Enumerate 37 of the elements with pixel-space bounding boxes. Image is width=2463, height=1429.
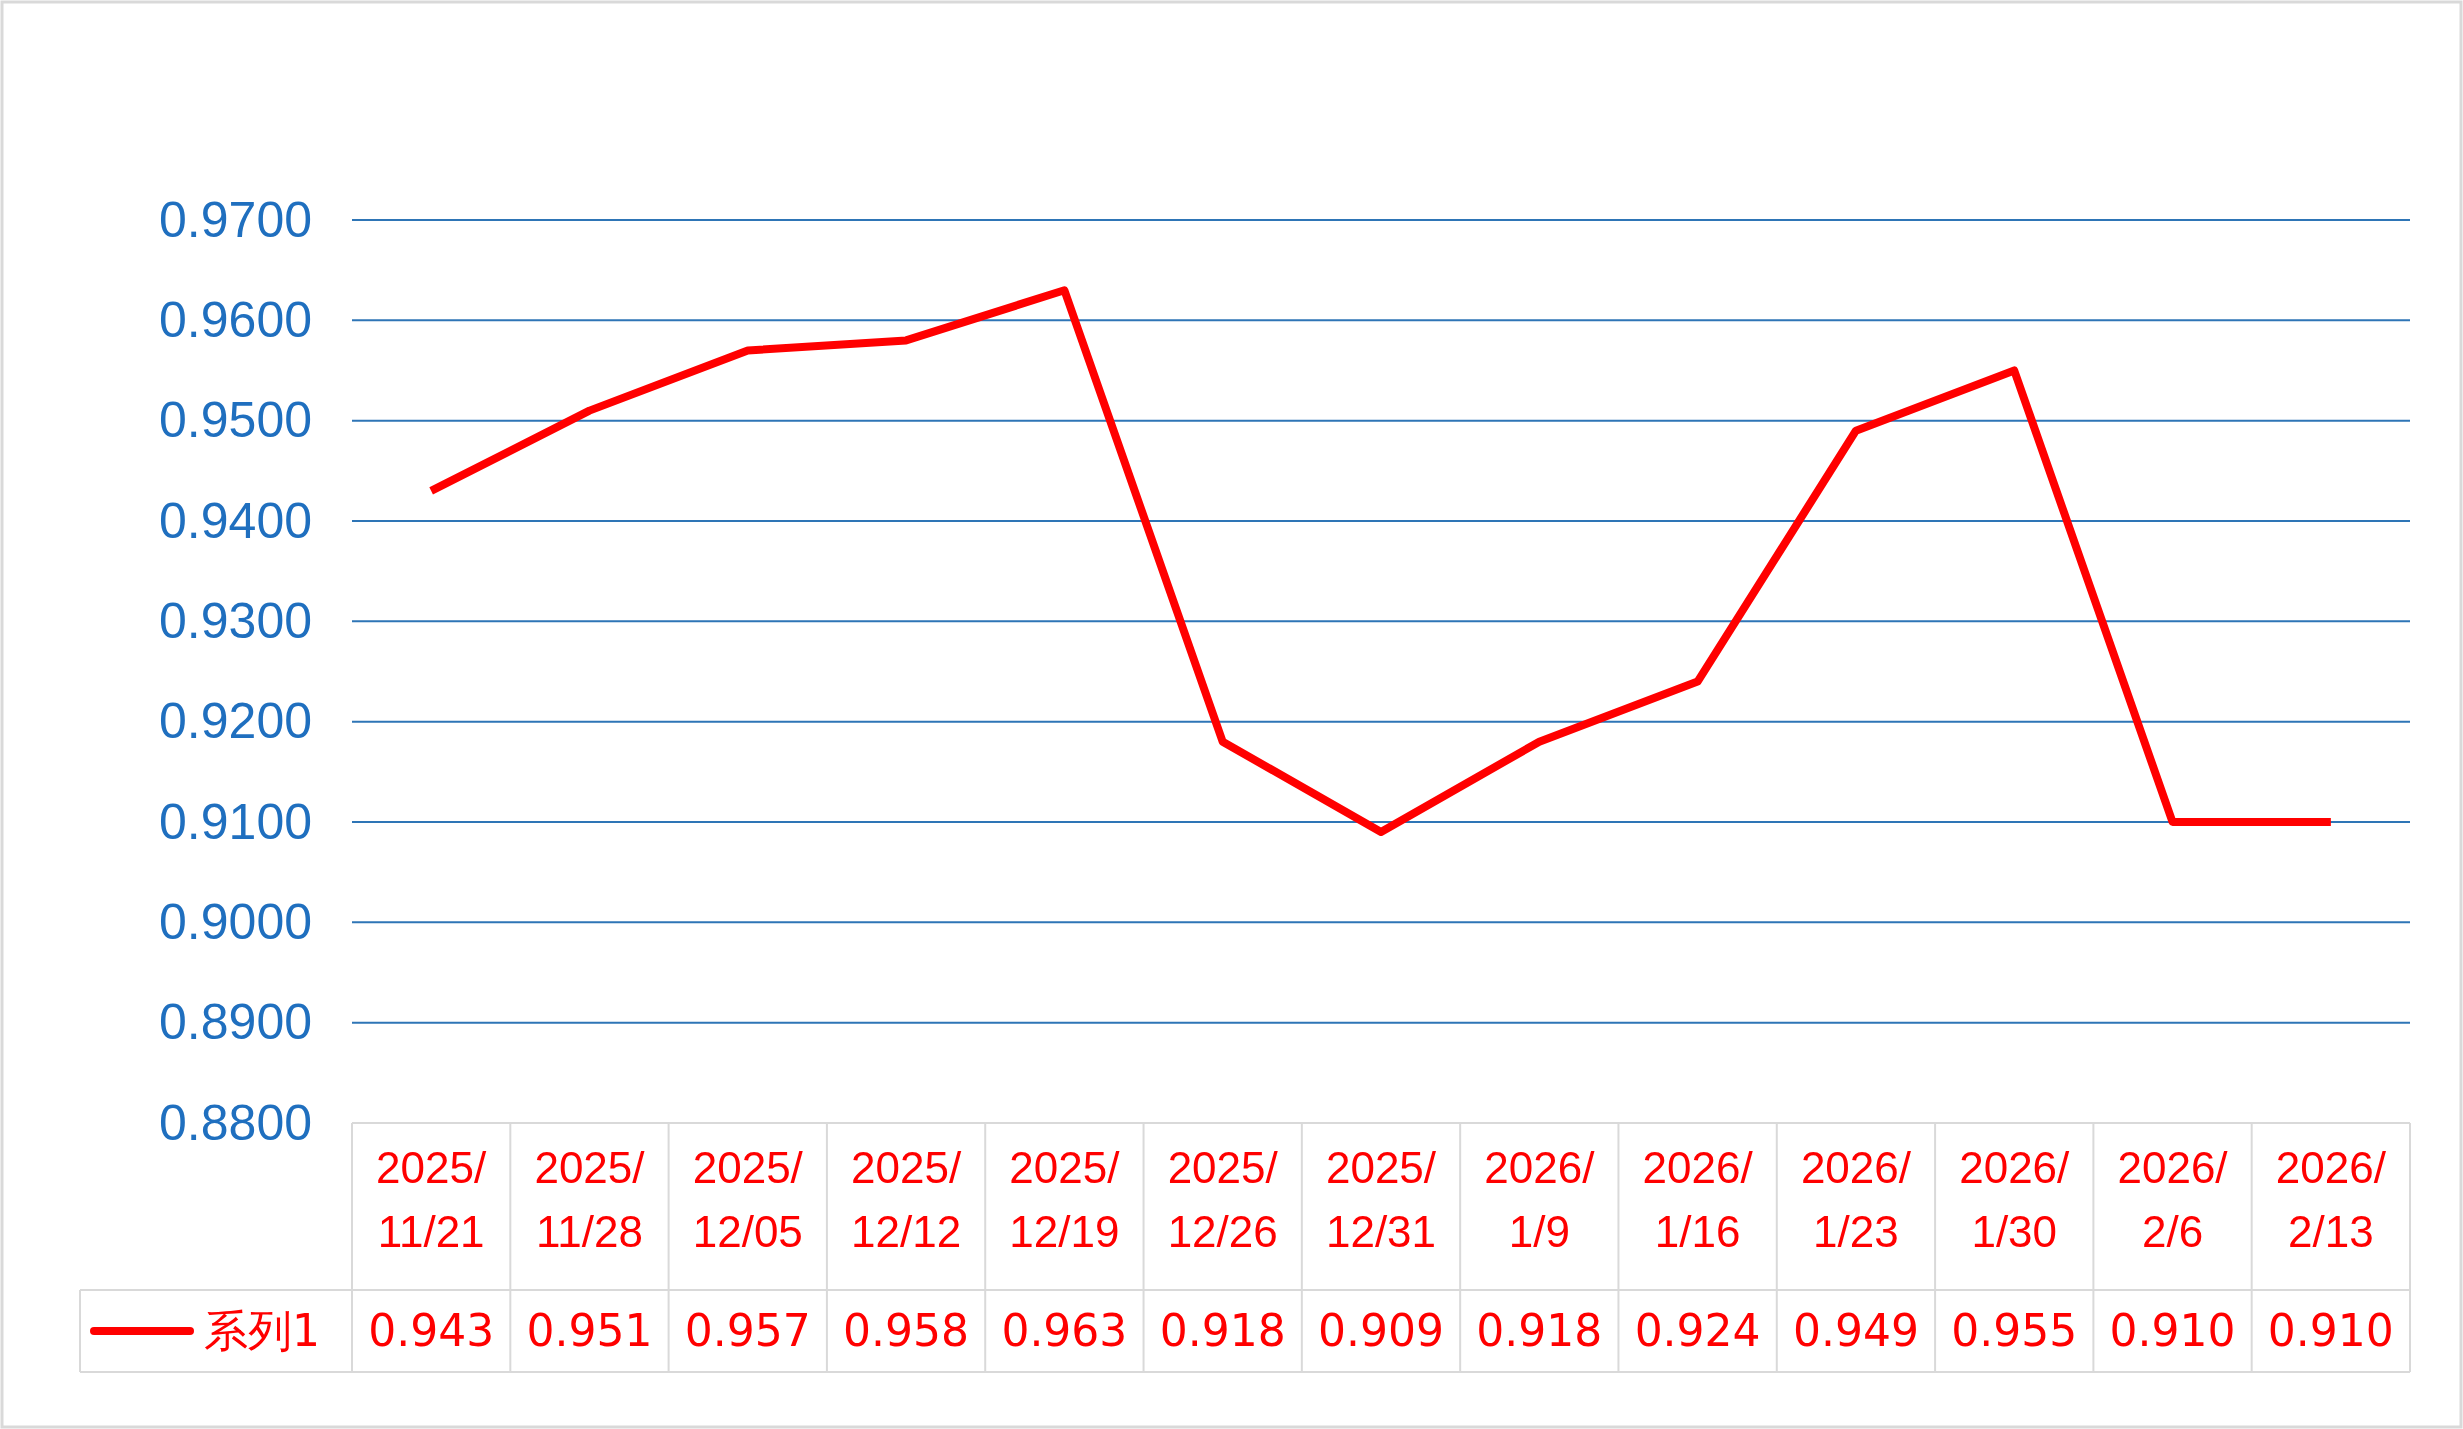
y-tick-label: 0.9600 bbox=[159, 291, 312, 348]
data-label: 0.955 bbox=[1951, 1305, 2078, 1357]
x-tick-label: 2025/12/12 bbox=[851, 1143, 962, 1256]
data-label: 0.910 bbox=[2267, 1305, 2394, 1357]
y-tick-label: 0.9200 bbox=[159, 693, 312, 750]
y-tick-label: 0.9100 bbox=[159, 793, 312, 850]
y-tick-label: 0.8900 bbox=[159, 994, 312, 1051]
y-tick-label: 0.9700 bbox=[159, 191, 312, 248]
legend-label: 系列1 bbox=[204, 1305, 320, 1357]
data-label: 0.918 bbox=[1159, 1305, 1286, 1357]
data-label: 0.909 bbox=[1318, 1305, 1444, 1357]
x-tick-label: 2026/2/13 bbox=[2275, 1143, 2387, 1256]
x-tick-label: 2025/12/05 bbox=[692, 1143, 804, 1256]
x-tick-label: 2026/1/30 bbox=[1959, 1143, 2071, 1256]
data-label: 0.943 bbox=[368, 1305, 495, 1357]
x-tick-label: 2026/1/23 bbox=[1800, 1143, 1912, 1256]
x-tick-label: 2026/1/16 bbox=[1642, 1143, 1754, 1256]
data-label: 0.910 bbox=[2109, 1305, 2236, 1357]
y-tick-label: 0.9400 bbox=[159, 492, 312, 549]
data-label: 0.924 bbox=[1634, 1305, 1761, 1357]
x-tick-label: 2025/12/31 bbox=[1325, 1143, 1437, 1256]
y-tick-label: 0.8800 bbox=[159, 1094, 312, 1151]
data-label: 0.949 bbox=[1792, 1305, 1919, 1357]
y-tick-label: 0.9000 bbox=[159, 893, 312, 950]
data-label: 0.918 bbox=[1476, 1305, 1603, 1357]
x-tick-label: 2026/1/9 bbox=[1484, 1143, 1596, 1256]
x-tick-label: 2026/2/6 bbox=[2117, 1143, 2229, 1256]
data-label: 0.958 bbox=[843, 1305, 970, 1357]
x-tick-label: 2025/11/28 bbox=[534, 1143, 646, 1256]
data-label: 0.957 bbox=[684, 1305, 811, 1357]
x-tick-label: 2025/12/26 bbox=[1167, 1143, 1279, 1256]
y-tick-label: 0.9300 bbox=[159, 592, 312, 649]
y-tick-label: 0.9500 bbox=[159, 392, 312, 449]
x-tick-label: 2025/11/21 bbox=[376, 1143, 487, 1256]
data-label: 0.951 bbox=[526, 1305, 653, 1357]
x-tick-label: 2025/12/19 bbox=[1009, 1143, 1121, 1256]
data-label: 0.963 bbox=[1001, 1305, 1128, 1357]
